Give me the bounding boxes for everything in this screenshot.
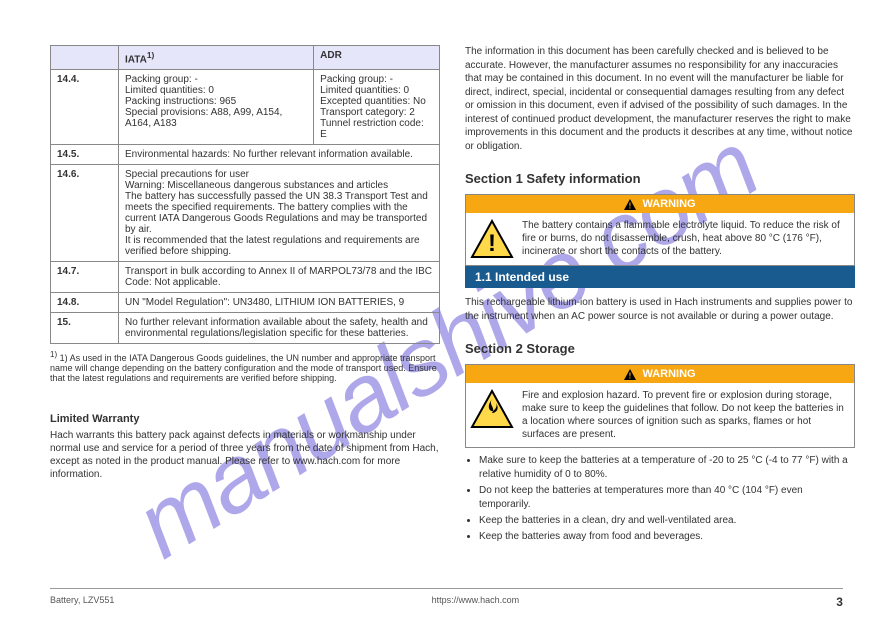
- row-label: 14.6.: [51, 165, 119, 262]
- page-content: IATA1) ADR 14.4. Packing group: - Limite…: [0, 0, 893, 570]
- section-1-1-body: This rechargeable lithium-ion battery is…: [465, 296, 855, 323]
- limited-warranty-text: Hach warrants this battery pack against …: [50, 429, 440, 481]
- table-header-iata: IATA1): [119, 46, 314, 70]
- warning-box-1: ! WARNING ! The battery contains a flamm…: [465, 194, 855, 266]
- intro-paragraph: The information in this document has bee…: [465, 45, 855, 153]
- warning-body-text: Fire and explosion hazard. To prevent fi…: [522, 389, 846, 441]
- table-header-adr: ADR: [314, 46, 440, 70]
- warning-header: ! WARNING: [466, 195, 854, 213]
- footer-left: Battery, LZV551: [50, 595, 114, 609]
- list-item: Make sure to keep the batteries at a tem…: [479, 454, 855, 482]
- section-2-title: Section 2 Storage: [465, 341, 855, 356]
- storage-guidelines-list: Make sure to keep the batteries at a tem…: [479, 454, 855, 544]
- warning-triangle-icon: !: [624, 369, 636, 380]
- regulations-table: IATA1) ADR 14.4. Packing group: - Limite…: [50, 45, 440, 344]
- list-item: Keep the batteries away from food and be…: [479, 530, 855, 544]
- table-row: 14.8. UN "Model Regulation": UN3480, LIT…: [51, 293, 440, 313]
- svg-text:!: !: [629, 201, 632, 210]
- row-label: 14.7.: [51, 262, 119, 293]
- svg-text:!: !: [488, 230, 496, 257]
- cell-span: Transport in bulk according to Annex II …: [119, 262, 440, 293]
- page-footer: Battery, LZV551 https://www.hach.com 3: [50, 595, 843, 609]
- limited-warranty-title: Limited Warranty: [50, 413, 440, 425]
- table-header-empty: [51, 46, 119, 70]
- cell-span: Environmental hazards: No further releva…: [119, 145, 440, 165]
- warning-triangle-icon: !: [624, 199, 636, 210]
- table-row: 15. No further relevant information avai…: [51, 313, 440, 344]
- cell-span: UN "Model Regulation": UN3480, LITHIUM I…: [119, 293, 440, 313]
- hazard-exclamation-icon: !: [470, 219, 514, 259]
- footnote: 1) 1) As used in the IATA Dangerous Good…: [50, 350, 440, 383]
- table-row: 14.5. Environmental hazards: No further …: [51, 145, 440, 165]
- row-label: 14.5.: [51, 145, 119, 165]
- row-label: 15.: [51, 313, 119, 344]
- row-label: 14.4.: [51, 70, 119, 145]
- left-column: IATA1) ADR 14.4. Packing group: - Limite…: [50, 45, 440, 550]
- warning-body-text: The battery contains a flammable electro…: [522, 219, 846, 258]
- table-row: 14.4. Packing group: - Limited quantitie…: [51, 70, 440, 145]
- cell-span: No further relevant information availabl…: [119, 313, 440, 344]
- page-number: 3: [836, 595, 843, 609]
- list-item: Do not keep the batteries at temperature…: [479, 484, 855, 512]
- table-row: 14.6. Special precautions for user Warni…: [51, 165, 440, 262]
- footer-divider: [50, 588, 843, 589]
- section-1-1-title: 1.1 Intended use: [465, 266, 855, 288]
- warning-box-2: ! WARNING Fire and explosion hazard. To …: [465, 364, 855, 448]
- row-label: 14.8.: [51, 293, 119, 313]
- footer-right: https://www.hach.com: [432, 595, 520, 609]
- hazard-fire-icon: [470, 389, 514, 429]
- section-1-title: Section 1 Safety information: [465, 171, 855, 186]
- cell-iata: Packing group: - Limited quantities: 0 P…: [119, 70, 314, 145]
- right-column: The information in this document has bee…: [465, 45, 855, 550]
- list-item: Keep the batteries in a clean, dry and w…: [479, 514, 855, 528]
- warning-header: ! WARNING: [466, 365, 854, 383]
- cell-span: Special precautions for user Warning: Mi…: [119, 165, 440, 262]
- svg-text:!: !: [629, 371, 632, 380]
- table-row: 14.7. Transport in bulk according to Ann…: [51, 262, 440, 293]
- cell-adr: Packing group: - Limited quantities: 0 E…: [314, 70, 440, 145]
